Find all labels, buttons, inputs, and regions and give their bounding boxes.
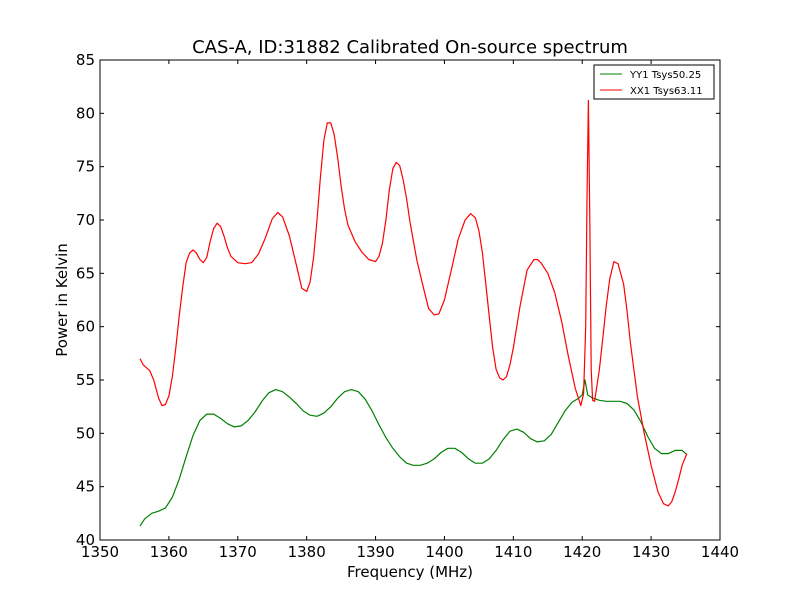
legend-label-yy1: YY1 Tsys50.25 <box>629 70 701 81</box>
plot-area <box>139 99 688 527</box>
y-tick-label: 40 <box>76 531 95 549</box>
y-axis-label: Power in Kelvin <box>53 243 71 357</box>
chart-title: CAS-A, ID:31882 Calibrated On-source spe… <box>192 37 628 58</box>
series-line-xx1 <box>139 99 688 507</box>
y-tick-label: 60 <box>76 318 95 336</box>
x-tick-label: 1420 <box>563 543 601 561</box>
legend-box <box>593 64 715 100</box>
x-tick-label: 1430 <box>632 543 670 561</box>
x-tick-label: 1440 <box>701 543 739 561</box>
y-tick-label: 80 <box>76 104 95 122</box>
x-tick-label: 1350 <box>81 543 119 561</box>
x-tick-label: 1410 <box>494 543 532 561</box>
axes-frame <box>99 59 721 541</box>
x-tick-label: 1370 <box>219 543 257 561</box>
y-tick-label: 50 <box>76 424 95 442</box>
y-tick-label: 70 <box>76 211 95 229</box>
y-tick-label: 85 <box>76 51 95 69</box>
y-tick-label: 65 <box>76 264 95 282</box>
axis-ticks: 1350 1360 1370 1380 1390 1400 1410 1420 1430 1440… <box>76 51 739 561</box>
y-tick-label: 75 <box>76 158 95 176</box>
x-tick-label: 1390 <box>356 543 394 561</box>
x-tick-label: 1400 <box>425 543 463 561</box>
y-tick-label: 45 <box>76 478 95 496</box>
legend: YY1 Tsys50.25 XX1 Tsys63.11 <box>593 64 715 100</box>
legend-label-xx1: XX1 Tsys63.11 <box>630 86 703 97</box>
x-tick-label: 1360 <box>150 543 188 561</box>
y-tick-label: 55 <box>76 371 95 389</box>
x-axis-label: Frequency (MHz) <box>347 563 473 581</box>
x-tick-label: 1380 <box>288 543 326 561</box>
